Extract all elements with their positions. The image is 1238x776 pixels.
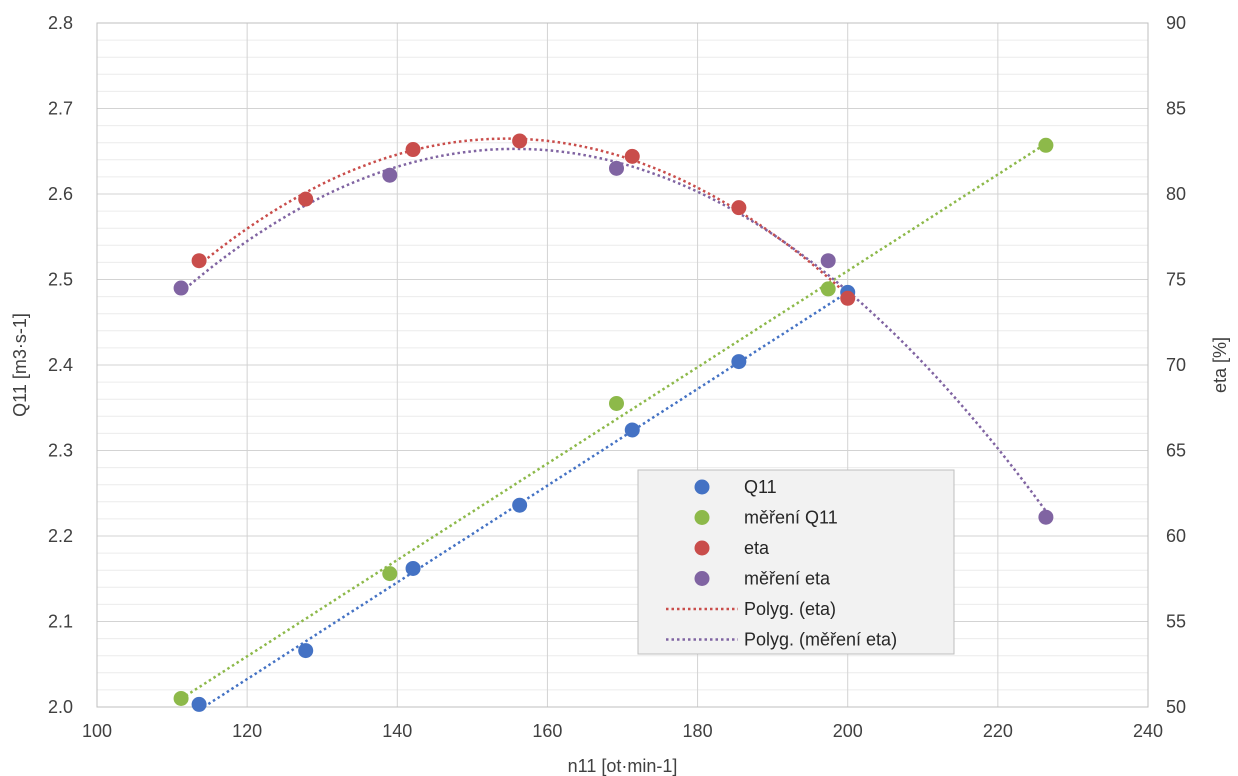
point-eta [624,148,640,164]
y-tick-label: 2.0 [48,697,73,717]
y2-axis-ticks: 50 55 60 65 70 75 80 85 90 [1166,13,1186,717]
y-tick-label: 2.1 [48,612,73,632]
y2-tick-label: 90 [1166,13,1186,33]
y-tick-label: 2.6 [48,184,73,204]
y2-tick-label: 75 [1166,270,1186,290]
point-q11 [405,560,421,576]
legend-box [637,469,955,655]
point-mereni-eta [173,280,189,296]
legend-marker-eta [694,540,710,556]
y2-tick-label: 70 [1166,355,1186,375]
point-eta [191,253,207,269]
x-axis-ticks: 100 120 140 160 180 200 220 240 [82,721,1163,741]
legend-label-eta: eta [744,538,770,558]
point-eta [512,133,528,149]
x-tick-label: 180 [683,721,713,741]
x-tick-label: 240 [1133,721,1163,741]
y2-axis-title: eta [%] [1210,337,1230,393]
y-axis-ticks: 2.0 2.1 2.2 2.3 2.4 2.5 2.6 2.7 2.8 [48,13,73,717]
y-tick-label: 2.4 [48,355,73,375]
data-points [173,133,1054,712]
point-mereni-eta [382,167,398,183]
plot-area-border [96,22,1149,708]
point-mereni-q11 [173,690,189,706]
y-tick-label: 2.8 [48,13,73,33]
legend-label-polyg-mereni-eta: Polyg. (měření eta) [744,630,897,650]
point-mereni-q11 [820,281,836,297]
point-mereni-q11 [608,395,624,411]
y2-tick-label: 60 [1166,526,1186,546]
x-tick-label: 200 [833,721,863,741]
x-tick-label: 100 [82,721,112,741]
x-tick-label: 120 [232,721,262,741]
trendline-mereni-q11 [180,142,1047,700]
point-mereni-eta [820,253,836,269]
legend-marker-q11 [694,479,710,495]
point-mereni-eta [1038,509,1054,525]
y2-tick-label: 80 [1166,184,1186,204]
y-tick-label: 2.7 [48,99,73,119]
point-mereni-q11 [382,566,398,582]
point-mereni-eta [608,160,624,176]
point-eta [298,191,314,207]
x-tick-label: 140 [382,721,412,741]
trendline-eta [198,137,849,296]
y2-tick-label: 65 [1166,441,1186,461]
y-tick-label: 2.5 [48,270,73,290]
point-eta [840,290,856,306]
y-axis-title: Q11 [m3·s-1] [10,313,30,417]
gridlines [96,22,1149,708]
point-q11 [512,497,528,513]
legend-label-q11: Q11 [744,477,777,497]
legend-marker-mereni-q11 [694,510,710,525]
point-eta [731,200,747,216]
y2-tick-label: 85 [1166,99,1186,119]
legend-marker-mereni-eta [694,571,710,586]
legend-label-mereni-q11: měření Q11 [744,508,838,528]
point-q11 [191,696,207,712]
legend: Q11 měření Q11 eta měření eta Polyg. (eta) Po… [637,469,955,655]
y2-tick-label: 55 [1166,612,1186,632]
point-mereni-q11 [1038,137,1054,153]
y-tick-label: 2.2 [48,526,73,546]
y-tick-label: 2.3 [48,441,73,461]
point-eta [405,142,421,158]
x-tick-label: 160 [532,721,562,741]
legend-label-mereni-eta: měření eta [744,569,831,589]
x-axis-title: n11 [ot·min-1] [568,756,678,776]
trendline-mereni-eta [180,147,1047,512]
y2-tick-label: 50 [1166,697,1186,717]
point-q11 [731,354,747,370]
point-q11 [624,422,640,438]
legend-label-polyg-eta: Polyg. (eta) [744,599,836,619]
x-tick-label: 220 [983,721,1013,741]
point-q11 [298,643,314,659]
